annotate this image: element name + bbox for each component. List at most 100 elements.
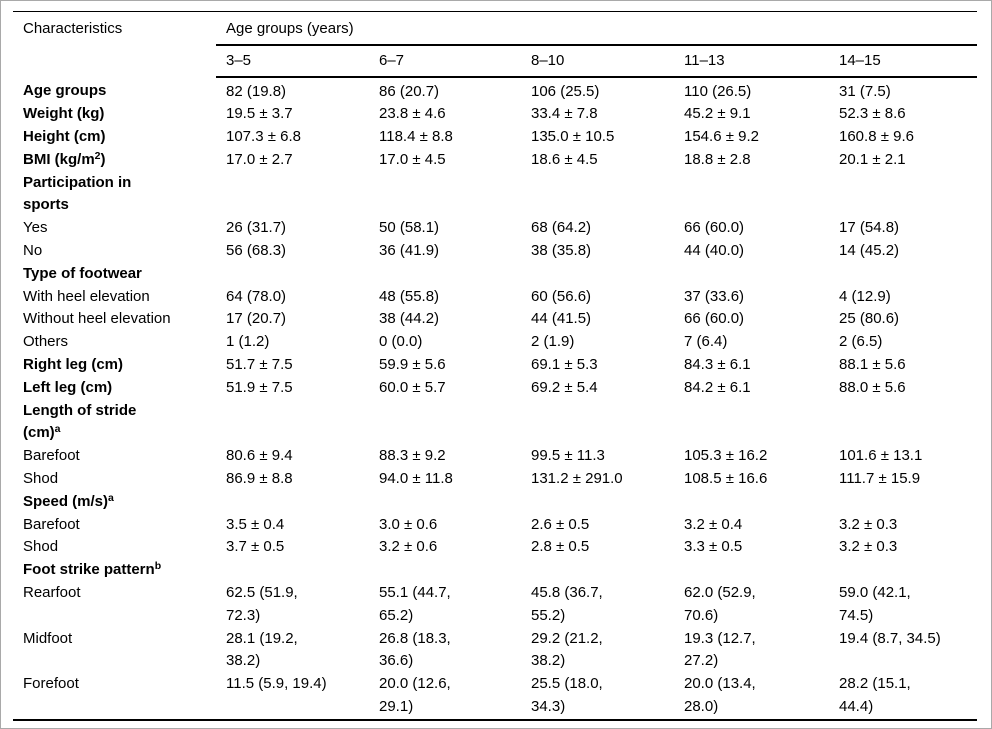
row-label: Foot strike patternb	[23, 560, 162, 579]
table-row: Right leg (cm) 51.7 ± 7.5 59.9 ± 5.6 69.1 ±…	[13, 354, 977, 377]
row-label: Left leg (cm)	[23, 378, 113, 396]
characteristics-column-header: Characteristics	[23, 20, 123, 37]
data-cell: 80.6 ± 9.4	[226, 447, 293, 465]
table-row: Participation in sports	[13, 172, 977, 218]
table-row: Shod 3.7 ± 0.5 3.2 ± 0.6 2.8 ± 0.5 3.3 ± 0.5…	[13, 536, 977, 559]
data-cell: 44 (40.0)	[684, 242, 745, 260]
data-cell: 45.2 ± 9.1	[684, 105, 751, 123]
row-label: Age groups	[23, 81, 107, 99]
data-cell	[521, 172, 674, 218]
data-cell: 0 (0.0)	[379, 333, 423, 351]
data-cell: 82 (19.8)	[226, 82, 287, 100]
row-label: Yes	[23, 219, 48, 237]
data-cell: 135.0 ± 10.5	[531, 128, 615, 146]
data-cell: 2 (1.9)	[531, 333, 575, 351]
data-cell	[369, 400, 521, 446]
row-label: Shod	[23, 470, 59, 488]
data-cell: 18.8 ± 2.8	[684, 150, 751, 168]
row-label: Participation in sports	[23, 173, 132, 214]
data-cell: 45.8 (36.7, 55.2)	[531, 584, 603, 624]
table-row: Others 1 (1.2) 0 (0.0) 2 (1.9) 7 (6.4) 2 (6.5…	[13, 331, 977, 354]
data-cell: 3.2 ± 0.4	[684, 515, 743, 533]
data-cell: 44 (41.5)	[531, 310, 592, 328]
data-cell: 101.6 ± 13.1	[839, 447, 923, 465]
data-cell	[829, 559, 977, 582]
data-cell: 107.3 ± 6.8	[226, 128, 301, 146]
data-cell: 94.0 ± 11.8	[379, 470, 453, 488]
table-row: Height (cm) 107.3 ± 6.8 118.4 ± 8.8 135.0 ±…	[13, 126, 977, 149]
data-cell: 111.7 ± 15.9	[839, 470, 921, 488]
data-cell: 51.7 ± 7.5	[226, 356, 293, 374]
data-cell: 154.6 ± 9.2	[684, 128, 759, 146]
data-cell: 69.1 ± 5.3	[531, 356, 598, 374]
data-cell: 33.4 ± 7.8	[531, 105, 598, 123]
data-cell: 3.7 ± 0.5	[226, 538, 285, 556]
data-cell: 3.3 ± 0.5	[684, 538, 743, 556]
data-cell: 1 (1.2)	[226, 333, 270, 351]
data-cell: 28.2 (15.1, 44.4)	[839, 675, 911, 716]
row-label: Without heel elevation	[23, 310, 171, 328]
row-label: Speed (m/s)a	[23, 491, 114, 510]
data-cell: 69.2 ± 5.4	[531, 378, 598, 396]
row-label: Length of stride (cm)a	[23, 401, 137, 442]
data-cell	[216, 491, 369, 514]
row-label: Weight (kg)	[23, 105, 105, 123]
table-row: Barefoot 80.6 ± 9.4 88.3 ± 9.2 99.5 ± 11.3 1…	[13, 445, 977, 468]
data-cell: 3.2 ± 0.6	[379, 538, 438, 556]
data-cell: 84.3 ± 6.1	[684, 356, 751, 374]
data-cell: 20.1 ± 2.1	[839, 150, 906, 168]
data-cell: 7 (6.4)	[684, 333, 728, 351]
data-cell: 59.9 ± 5.6	[379, 356, 446, 374]
data-cell: 52.3 ± 8.6	[839, 105, 906, 123]
data-cell: 99.5 ± 11.3	[531, 447, 605, 465]
table-row: With heel elevation 64 (78.0) 48 (55.8) 60 …	[13, 286, 977, 309]
data-cell: 3.5 ± 0.4	[226, 515, 285, 533]
data-cell: 23.8 ± 4.6	[379, 105, 446, 123]
data-cell: 25 (80.6)	[839, 310, 900, 328]
row-label: Barefoot	[23, 447, 80, 465]
table-row: Shod 86.9 ± 8.8 94.0 ± 11.8 131.2 ± 291.0 10…	[13, 468, 977, 491]
data-cell: 51.9 ± 7.5	[226, 378, 293, 396]
table-row: Weight (kg) 19.5 ± 3.7 23.8 ± 4.6 33.4 ± 7.…	[13, 103, 977, 126]
data-cell: 88.3 ± 9.2	[379, 447, 446, 465]
data-cell	[216, 172, 369, 218]
data-cell: 26.8 (18.3, 36.6)	[379, 629, 451, 670]
data-cell: 4 (12.9)	[839, 287, 891, 305]
data-cell	[674, 263, 829, 286]
row-label: Shod	[23, 538, 59, 556]
data-cell: 66 (60.0)	[684, 219, 745, 237]
data-cell	[674, 172, 829, 218]
table-row: Forefoot 11.5 (5.9, 19.4) 20.0 (12.6, 29.1…	[13, 673, 977, 720]
data-cell	[829, 263, 977, 286]
data-cell: 62.0 (52.9, 70.6)	[684, 584, 756, 624]
data-cell: 17 (20.7)	[226, 310, 287, 328]
age-group-header-row: 3–5 6–7 8–10 11–13 14–15	[13, 44, 977, 78]
data-cell: 60.0 ± 5.7	[379, 378, 446, 396]
data-cell: 3.2 ± 0.3	[839, 538, 898, 556]
age-groups-spanner-header: Age groups (years)	[216, 11, 977, 46]
data-cell	[521, 263, 674, 286]
data-cell: 88.1 ± 5.6	[839, 356, 906, 374]
table-row: Foot strike patternb	[13, 559, 977, 582]
data-cell: 59.0 (42.1, 74.5)	[839, 584, 911, 624]
data-cell	[674, 400, 829, 446]
data-cell: 3.0 ± 0.6	[379, 515, 438, 533]
data-cell	[829, 400, 977, 446]
data-cell: 105.3 ± 16.2	[684, 447, 768, 465]
table-body: Age groups 82 (19.8) 86 (20.7) 106 (25.5) 11…	[13, 77, 977, 720]
data-cell: 20.0 (12.6, 29.1)	[379, 675, 451, 716]
data-cell: 131.2 ± 291.0	[531, 470, 623, 488]
data-cell: 68 (64.2)	[531, 219, 592, 237]
data-cell: 108.5 ± 16.6	[684, 470, 768, 488]
table-row: Without heel elevation 17 (20.7) 38 (44.2)…	[13, 308, 977, 331]
data-cell: 60 (56.6)	[531, 287, 592, 305]
data-cell: 31 (7.5)	[839, 82, 891, 100]
table-row: Barefoot 3.5 ± 0.4 3.0 ± 0.6 2.6 ± 0.5 3.2 ±…	[13, 514, 977, 537]
row-label: Forefoot	[23, 675, 79, 693]
data-cell	[521, 400, 674, 446]
data-cell: 48 (55.8)	[379, 287, 440, 305]
data-cell	[216, 400, 369, 446]
data-cell: 25.5 (18.0, 34.3)	[531, 675, 603, 716]
data-cell	[674, 491, 829, 514]
